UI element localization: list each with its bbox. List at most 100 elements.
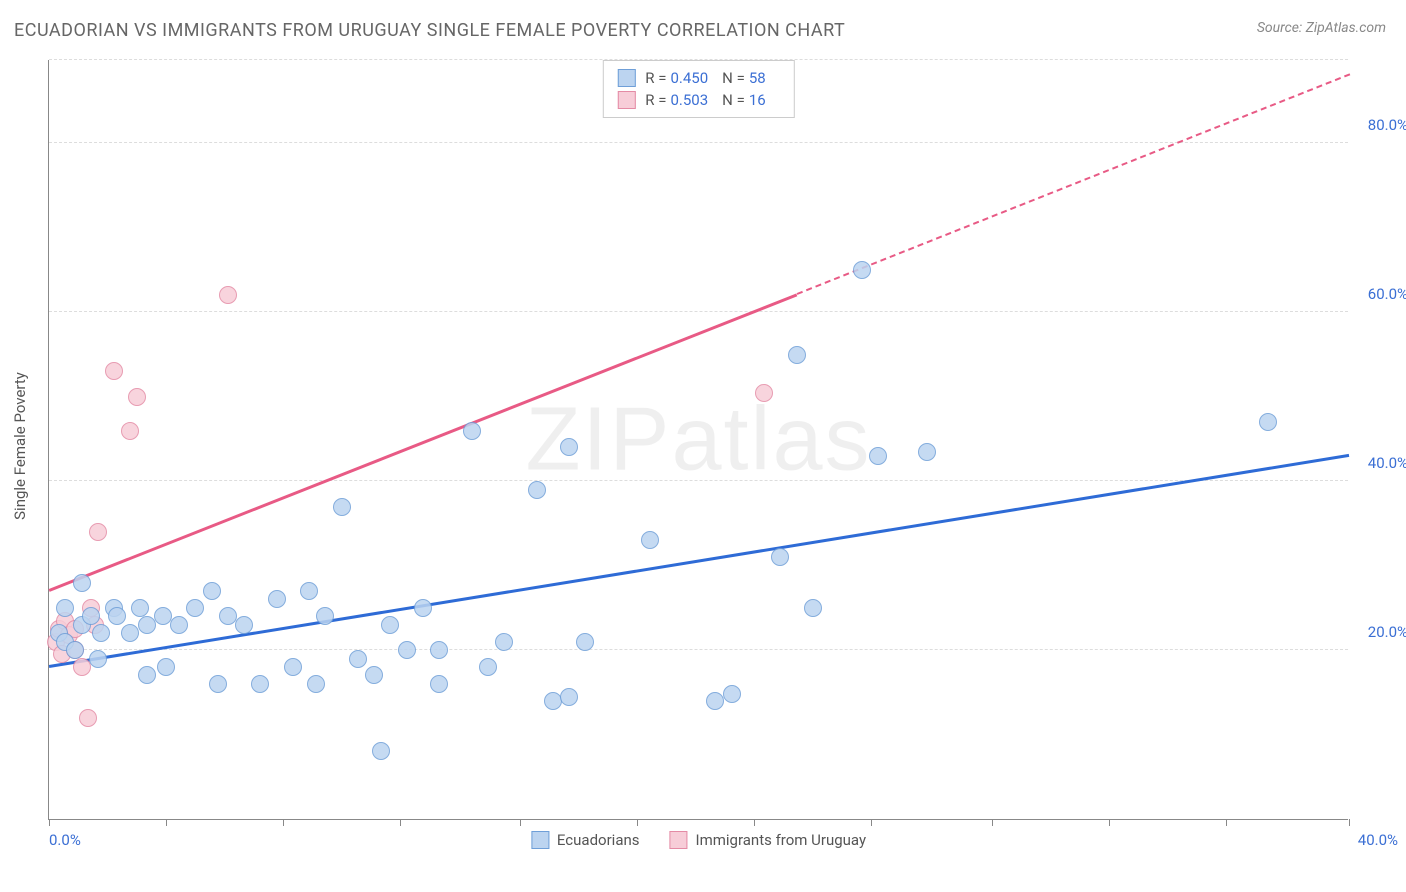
data-point [128, 388, 146, 406]
data-point [333, 498, 351, 516]
data-point [853, 261, 871, 279]
x-tick-min: 0.0% [49, 831, 81, 849]
data-point [73, 574, 91, 592]
data-point [430, 675, 448, 693]
x-tick-mark [49, 819, 50, 826]
swatch-ecuadorians [617, 69, 635, 87]
x-tick-mark [754, 819, 755, 826]
stats-legend: R =0.450N =58 R =0.503N =16 [602, 60, 794, 118]
data-point [544, 692, 562, 710]
data-point [219, 286, 237, 304]
data-point [755, 384, 773, 402]
data-point [121, 624, 139, 642]
data-point [804, 599, 822, 617]
x-tick-mark [520, 819, 521, 826]
data-point [365, 666, 383, 684]
data-point [307, 675, 325, 693]
data-point [1259, 413, 1277, 431]
x-tick-mark [166, 819, 167, 826]
data-point [414, 599, 432, 617]
data-point [66, 641, 84, 659]
gridline [49, 649, 1348, 650]
legend-item-uruguay: Immigrants from Uruguay [670, 831, 867, 849]
data-point [138, 666, 156, 684]
legend-item-ecuadorians: Ecuadorians [531, 831, 640, 849]
data-point [92, 624, 110, 642]
data-point [89, 650, 107, 668]
stats-row-ecuadorians: R =0.450N =58 [617, 67, 779, 89]
data-point [79, 709, 97, 727]
data-point [131, 599, 149, 617]
watermark-text: ZIPatlas [525, 388, 871, 491]
y-tick-label: 80.0% [1368, 116, 1406, 134]
data-point [73, 658, 91, 676]
data-point [560, 688, 578, 706]
trend-line [49, 453, 1349, 667]
data-point [918, 443, 936, 461]
data-point [121, 422, 139, 440]
stats-row-uruguay: R =0.503N =16 [617, 89, 779, 111]
gridline [49, 59, 1348, 60]
y-tick-label: 60.0% [1368, 285, 1406, 303]
data-point [349, 650, 367, 668]
data-point [372, 742, 390, 760]
x-tick-max: 40.0% [1358, 831, 1398, 849]
x-tick-mark [1109, 819, 1110, 826]
data-point [251, 675, 269, 693]
data-point [284, 658, 302, 676]
trend-line [796, 74, 1349, 295]
data-point [56, 599, 74, 617]
data-point [209, 675, 227, 693]
data-point [398, 641, 416, 659]
data-point [186, 599, 204, 617]
data-point [771, 548, 789, 566]
data-point [82, 607, 100, 625]
data-point [381, 616, 399, 634]
chart-plot-area: ZIPatlas R =0.450N =58 R =0.503N =16 Ecu… [48, 60, 1348, 820]
data-point [300, 582, 318, 600]
swatch-ecuadorians-icon [531, 831, 549, 849]
data-point [528, 481, 546, 499]
data-point [235, 616, 253, 634]
data-point [105, 362, 123, 380]
series-legend: Ecuadorians Immigrants from Uruguay [531, 831, 866, 849]
data-point [430, 641, 448, 659]
swatch-uruguay [617, 91, 635, 109]
trend-line [49, 293, 797, 591]
gridline [49, 142, 1348, 143]
data-point [576, 633, 594, 651]
data-point [560, 438, 578, 456]
x-tick-mark [1226, 819, 1227, 826]
data-point [479, 658, 497, 676]
data-point [89, 523, 107, 541]
data-point [641, 531, 659, 549]
data-point [138, 616, 156, 634]
data-point [219, 607, 237, 625]
data-point [723, 685, 741, 703]
data-point [203, 582, 221, 600]
x-tick-mark [1349, 819, 1350, 826]
data-point [495, 633, 513, 651]
x-tick-mark [992, 819, 993, 826]
swatch-uruguay-icon [670, 831, 688, 849]
x-tick-mark [400, 819, 401, 826]
y-tick-label: 20.0% [1368, 623, 1406, 641]
x-tick-mark [637, 819, 638, 826]
data-point [788, 346, 806, 364]
gridline [49, 311, 1348, 312]
x-tick-mark [283, 819, 284, 826]
data-point [268, 590, 286, 608]
legend-label-ecuadorians: Ecuadorians [557, 831, 640, 849]
data-point [316, 607, 334, 625]
y-axis-label: Single Female Poverty [11, 372, 29, 520]
data-point [463, 422, 481, 440]
x-tick-mark [871, 819, 872, 826]
data-point [108, 607, 126, 625]
source-attribution: Source: ZipAtlas.com [1257, 20, 1386, 36]
y-tick-label: 40.0% [1368, 454, 1406, 472]
data-point [869, 447, 887, 465]
data-point [157, 658, 175, 676]
data-point [154, 607, 172, 625]
chart-title: ECUADORIAN VS IMMIGRANTS FROM URUGUAY SI… [14, 20, 845, 41]
gridline [49, 480, 1348, 481]
